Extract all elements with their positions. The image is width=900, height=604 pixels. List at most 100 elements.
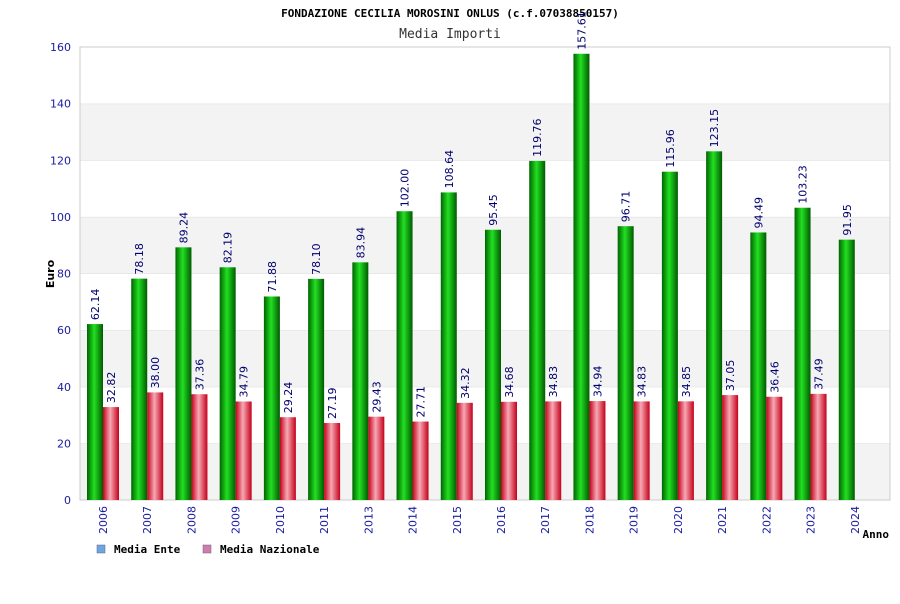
data-label: 34.83 — [547, 366, 560, 398]
data-label: 83.94 — [354, 227, 367, 259]
data-label: 71.88 — [266, 261, 279, 293]
data-label: 37.05 — [724, 360, 737, 392]
x-axis-label: Anno — [863, 528, 890, 541]
grid-band — [80, 47, 890, 104]
y-tick-label: 40 — [57, 381, 71, 394]
bar-media-ente — [573, 53, 590, 500]
data-label: 62.14 — [89, 289, 102, 321]
x-tick-label: 2021 — [716, 506, 729, 534]
bar-media-nazionale — [589, 401, 606, 500]
y-tick-label: 120 — [50, 154, 71, 167]
x-tick-label: 2007 — [141, 506, 154, 534]
data-label: 108.64 — [443, 150, 456, 189]
bar-media-nazionale — [103, 407, 119, 500]
data-label: 103.23 — [797, 165, 810, 204]
data-label: 34.68 — [503, 366, 516, 398]
legend-swatch — [202, 544, 212, 554]
bar-media-ente — [308, 278, 325, 500]
data-label: 37.49 — [813, 358, 826, 390]
data-label: 38.00 — [149, 357, 162, 389]
bar-media-ente — [838, 239, 855, 500]
x-tick-label: 2006 — [97, 506, 110, 534]
y-axis-ticks: 0 20 40 60 80 100 120 140 160 — [50, 41, 71, 507]
x-tick-label: 2015 — [451, 506, 464, 534]
bar-media-ente — [617, 226, 634, 500]
x-tick-label: 2014 — [407, 506, 420, 534]
bar-media-ente — [131, 278, 148, 500]
bar-media-ente — [661, 171, 678, 501]
y-tick-label: 100 — [50, 211, 71, 224]
bar-media-ente — [263, 296, 280, 500]
y-tick-label: 60 — [57, 324, 71, 337]
x-tick-label: 2023 — [805, 506, 818, 534]
data-label: 123.15 — [708, 109, 721, 148]
bar-media-nazionale — [501, 401, 517, 500]
data-label: 27.71 — [415, 386, 428, 418]
x-axis-ticks: 2006 2007 2008 2009 2010 2011 2013 2014 2015 2016… — [97, 506, 862, 534]
data-label: 115.96 — [664, 129, 677, 168]
bar-media-ente — [219, 267, 236, 500]
data-label: 94.49 — [752, 197, 765, 229]
x-tick-label: 2016 — [495, 506, 508, 534]
x-tick-label: 2013 — [362, 506, 375, 534]
data-label: 29.24 — [282, 382, 295, 414]
y-axis-label: Euro — [44, 259, 57, 288]
x-tick-label: 2009 — [230, 506, 243, 534]
chart-subtitle: Media Importi — [399, 27, 501, 42]
data-label: 157.61 — [575, 11, 588, 50]
x-tick-label: 2010 — [274, 506, 287, 534]
x-tick-label: 2011 — [318, 506, 331, 534]
x-tick-label: 2018 — [583, 506, 596, 534]
x-tick-label: 2020 — [672, 506, 685, 534]
legend-label: Media Nazionale — [220, 543, 320, 556]
data-label: 95.45 — [487, 194, 500, 226]
x-tick-label: 2024 — [849, 506, 862, 534]
bar-media-nazionale — [368, 416, 385, 500]
data-label: 29.43 — [370, 381, 383, 413]
x-tick-label: 2017 — [539, 506, 552, 534]
data-label: 82.19 — [222, 232, 235, 264]
bar-media-ente — [706, 151, 723, 501]
bar-media-nazionale — [456, 402, 473, 500]
data-label: 32.82 — [105, 372, 118, 404]
bar-media-ente — [352, 262, 369, 500]
legend: Media Ente Media Nazionale — [96, 543, 320, 556]
legend-label: Media Ente — [114, 543, 181, 556]
bar-media-nazionale — [766, 396, 783, 500]
bar-media-nazionale — [545, 401, 562, 500]
x-tick-label: 2008 — [185, 506, 198, 534]
bar-media-ente — [485, 229, 501, 500]
bar-media-nazionale — [324, 423, 341, 500]
data-label: 37.36 — [193, 359, 206, 391]
bar-media-ente — [87, 324, 103, 500]
bar-media-nazionale — [191, 394, 208, 500]
data-label: 34.83 — [636, 366, 649, 398]
bar-media-ente — [396, 211, 413, 500]
bar-media-ente — [794, 207, 811, 501]
data-label: 91.95 — [841, 204, 854, 236]
grid-band — [80, 160, 890, 217]
data-label: 34.94 — [591, 366, 604, 398]
data-label: 102.00 — [399, 169, 412, 208]
bar-media-nazionale — [677, 401, 694, 500]
data-label: 27.19 — [326, 388, 339, 420]
y-tick-label: 80 — [57, 268, 71, 281]
bar-media-ente — [175, 247, 192, 500]
chart-title: FONDAZIONE CECILIA MOROSINI ONLUS (c.f.0… — [281, 7, 619, 20]
data-label: 78.10 — [310, 243, 323, 275]
y-tick-label: 0 — [64, 494, 71, 507]
data-label: 78.18 — [133, 243, 146, 275]
bar-media-ente — [750, 232, 767, 500]
bar-media-nazionale — [279, 417, 296, 500]
data-label: 34.32 — [459, 367, 472, 399]
bar-media-nazionale — [412, 421, 429, 500]
bar-media-nazionale — [722, 395, 739, 500]
y-tick-label: 140 — [50, 98, 71, 111]
legend-swatch — [96, 544, 106, 554]
bar-media-nazionale — [810, 393, 827, 500]
y-tick-label: 20 — [57, 437, 71, 450]
y-tick-label: 160 — [50, 41, 71, 54]
bar-media-nazionale — [147, 392, 164, 500]
